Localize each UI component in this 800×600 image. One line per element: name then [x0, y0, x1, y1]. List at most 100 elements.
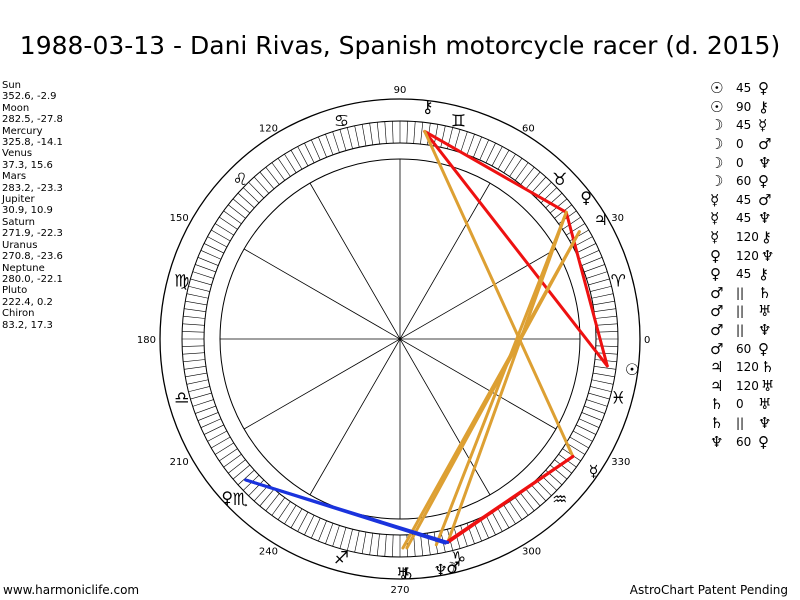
zodiac-sign-icon: ♈	[611, 272, 626, 292]
position-value: 352.6, -2.9	[2, 91, 57, 103]
planet-positions-list: Sun 352.6, -2.9 Moon 282.5, -27.8 Mercur…	[2, 80, 63, 331]
aspect-type: ||	[736, 415, 745, 430]
degree-tick	[318, 136, 327, 158]
zodiac-sign-icon: ♐	[334, 548, 349, 568]
aspect-planet-a-icon: ☽	[710, 135, 724, 154]
degree-tick	[188, 386, 210, 393]
degree-tick	[591, 293, 614, 299]
aspect-planet-a-icon: ♀	[710, 246, 721, 265]
aspect-planet-b-icon: ♀	[758, 432, 769, 451]
zodiac-sign-icon: ♓	[611, 388, 626, 408]
aspect-type: 120	[736, 360, 759, 375]
pluto-icon: ♀	[221, 488, 233, 507]
site-credit[interactable]: www.harmoniclife.com	[3, 583, 140, 597]
position-value: 325.8, -14.1	[2, 137, 63, 149]
degree-tick	[207, 430, 228, 442]
degree-tick	[195, 264, 216, 273]
degree-tick	[228, 459, 246, 474]
degree-tick	[290, 508, 303, 528]
degree-tick	[590, 285, 612, 292]
aspect-planet-b-icon: ♄	[758, 283, 772, 302]
degree-label: 0	[644, 335, 650, 346]
degree-tick	[185, 372, 208, 378]
aspect-planet-a-icon: ☽	[710, 116, 724, 135]
degree-tick	[595, 352, 618, 355]
position-value: 282.5, -27.8	[2, 114, 63, 126]
aspect-planet-b-icon: ♆	[758, 413, 772, 432]
aspect-planet-b-icon: ♄	[760, 358, 775, 377]
degree-tick	[503, 505, 516, 525]
degree-tick	[566, 442, 586, 455]
aspect-planet-b-icon: ♀	[758, 79, 769, 98]
degree-tick	[535, 479, 552, 497]
degree-tick	[232, 198, 251, 214]
degree-tick	[182, 331, 205, 333]
degree-tick	[590, 386, 612, 393]
degree-tick	[485, 142, 496, 163]
aspect-planet-a-icon: ☉	[710, 97, 724, 116]
degree-tick	[576, 243, 597, 254]
aspect-planet-b-icon: ♆	[758, 153, 772, 172]
aspect-planet-b-icon: ♆	[760, 246, 775, 265]
aspect-row: ♀ 45 ⚷	[710, 265, 774, 284]
zodiac-sign-icon: ♑	[451, 548, 466, 568]
mercury-icon: ☿	[589, 462, 599, 481]
degree-tick	[509, 158, 523, 177]
degree-tick	[514, 497, 529, 516]
aspect-row: ♂ || ♅	[710, 302, 774, 321]
aspect-line	[446, 210, 568, 544]
aspect-planet-a-icon: ♂	[710, 339, 724, 358]
degree-label: 90	[394, 85, 407, 96]
zodiac-sign-icon: ♌	[233, 170, 248, 190]
aspect-type: 120	[736, 230, 759, 245]
degree-tick	[578, 418, 600, 428]
aspect-planet-a-icon: ♂	[710, 283, 724, 302]
degree-tick	[376, 533, 380, 556]
aspect-planet-a-icon: ☿	[710, 228, 720, 247]
degree-tick	[530, 484, 547, 502]
zodiac-sign-icon: ♊	[451, 112, 466, 132]
degree-tick	[188, 285, 210, 292]
degree-label: 120	[259, 124, 278, 135]
moon-icon: ☽	[443, 558, 457, 577]
aspect-line	[434, 210, 568, 547]
chart-title: 1988-03-13 - Dani Rivas, Spanish motorcy…	[19, 31, 781, 60]
aspect-type: 60	[736, 341, 752, 356]
degree-label: 150	[170, 213, 189, 224]
degree-tick	[271, 162, 286, 181]
degree-tick	[479, 517, 489, 539]
zodiac-sign-icon: ♉	[552, 170, 567, 190]
degree-tick	[595, 323, 618, 326]
degree-tick	[440, 125, 446, 148]
degree-tick	[339, 527, 347, 549]
position-value: 37.3, 15.6	[2, 159, 53, 171]
degree-tick	[549, 198, 568, 214]
aspect-planet-a-icon: ☽	[710, 153, 724, 172]
degree-tick	[259, 171, 275, 190]
degree-tick	[214, 442, 234, 455]
aspect-row: ☉ 45 ♀	[710, 79, 774, 98]
degree-tick	[354, 125, 360, 148]
degree-tick	[271, 497, 286, 516]
spoke-line	[243, 248, 557, 430]
degree-tick	[186, 293, 209, 299]
position-value: 83.2, 17.3	[2, 319, 53, 331]
degree-tick	[369, 533, 374, 555]
patent-notice: AstroChart Patent Pending	[629, 583, 788, 597]
zodiac-sign-icon: ♒	[552, 490, 567, 510]
degree-tick	[182, 345, 205, 347]
degree-tick	[376, 122, 380, 145]
degree-tick	[190, 392, 212, 400]
degree-tick	[491, 146, 503, 167]
aspect-row: ♂ || ♄	[710, 284, 774, 303]
position-value: 270.8, -23.6	[2, 251, 63, 263]
degree-tick	[197, 412, 219, 421]
degree-tick	[304, 142, 315, 163]
degree-tick	[581, 257, 603, 266]
aspect-planet-a-icon: ♄	[710, 395, 724, 414]
degree-tick	[460, 131, 468, 153]
aspect-type: 120	[736, 248, 759, 263]
aspect-row: ♂ || ♆	[710, 321, 774, 340]
aspect-type: 0	[736, 397, 744, 412]
aspect-planet-b-icon: ☿	[758, 116, 768, 135]
